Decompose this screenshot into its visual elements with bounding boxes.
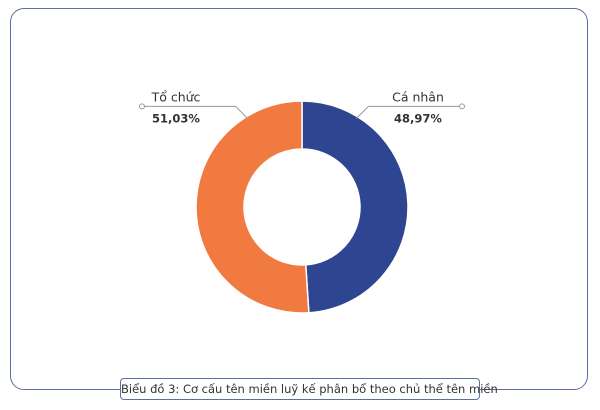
donut-slice-0 bbox=[301, 100, 409, 314]
label-connector-0 bbox=[356, 105, 462, 119]
label-connector-1 bbox=[142, 105, 248, 119]
slice-value-label-1: 51,03% bbox=[152, 111, 200, 125]
chart-caption: Biểu đồ 3: Cơ cấu tên miền luỹ kế phân b… bbox=[120, 378, 498, 400]
slice-label-1: Tổ chức bbox=[151, 89, 201, 104]
label-connector-dot-1 bbox=[139, 103, 145, 110]
slice-value-label-0: 48,97% bbox=[394, 111, 442, 125]
slice-label-0: Cá nhân bbox=[392, 89, 444, 104]
chart-title: Biểu đồ 3: Cơ cấu tên miền luỹ kế phân b… bbox=[121, 382, 498, 396]
label-connector-dot-0 bbox=[459, 103, 465, 110]
donut-slice-1 bbox=[195, 100, 310, 314]
